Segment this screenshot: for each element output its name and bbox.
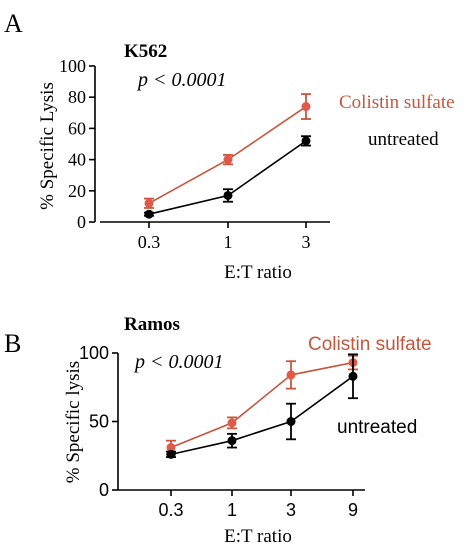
series-line-colistin-b <box>170 361 354 449</box>
legend-colistin-a: Colistin sulfate <box>339 92 455 113</box>
y-tick-label-b: 100 <box>79 343 109 363</box>
legend-colistin-b: Colistin sulfate <box>308 334 432 355</box>
panel-b: B Ramos p < 0.0001 E:T ratio % Specific … <box>4 314 432 547</box>
legend-untreated-b: untreated <box>337 417 417 438</box>
y-tick-label-a: 40 <box>68 150 86 170</box>
y-tick-label-a: 20 <box>68 181 86 201</box>
x-tick-label-a: 0.3 <box>138 232 161 252</box>
data-point-untreated-b <box>166 449 176 459</box>
y-tick-label-a: 0 <box>77 212 86 232</box>
series-line-untreated-a <box>148 140 307 215</box>
data-point-untreated-b <box>227 436 237 446</box>
x-axis-label-b: E:T ratio <box>224 526 292 547</box>
y-axis-label-a: % Specific Lysis <box>37 82 58 210</box>
chart-title-a: K562 <box>124 41 167 62</box>
x-tick-label-a: 1 <box>224 232 233 252</box>
data-point-colistin-a <box>223 155 233 165</box>
y-tick-label-b: 0 <box>99 480 109 500</box>
data-point-untreated-b <box>286 417 296 426</box>
p-value-a: p < 0.0001 <box>136 69 227 91</box>
data-point-untreated-a <box>301 136 311 146</box>
y-tick-label-a: 100 <box>59 56 86 76</box>
chart-title-b: Ramos <box>124 314 180 335</box>
y-tick-label-a: 60 <box>68 118 86 138</box>
x-tick-label-b: 9 <box>348 500 358 520</box>
data-point-colistin-b <box>286 370 296 380</box>
y-tick-label-a: 80 <box>68 87 86 107</box>
x-tick-label-b: 1 <box>227 500 237 520</box>
y-axis-label-b: % Specific lysis <box>63 361 84 483</box>
y-tick-label-b: 50 <box>89 412 109 432</box>
data-point-colistin-a <box>144 198 154 208</box>
x-tick-label-b: 0.3 <box>158 500 183 520</box>
data-point-untreated-a <box>144 209 154 219</box>
x-tick-label-b: 3 <box>286 500 296 520</box>
data-point-untreated-b <box>348 371 358 381</box>
data-point-untreated-a <box>223 190 233 200</box>
panel-label-b: B <box>4 329 21 358</box>
panel-a: A K562 p < 0.0001 E:T ratio % Specific L… <box>4 9 455 283</box>
x-tick-label-a: 3 <box>302 232 311 252</box>
data-point-colistin-b <box>227 418 237 428</box>
data-point-colistin-a <box>301 102 311 112</box>
x-axis-label-a: E:T ratio <box>224 262 292 283</box>
legend-untreated-a: untreated <box>368 129 439 150</box>
p-value-b: p < 0.0001 <box>133 351 224 373</box>
series-line-untreated-b <box>170 375 354 456</box>
panel-label-a: A <box>4 9 23 38</box>
data-point-colistin-b <box>166 443 176 453</box>
